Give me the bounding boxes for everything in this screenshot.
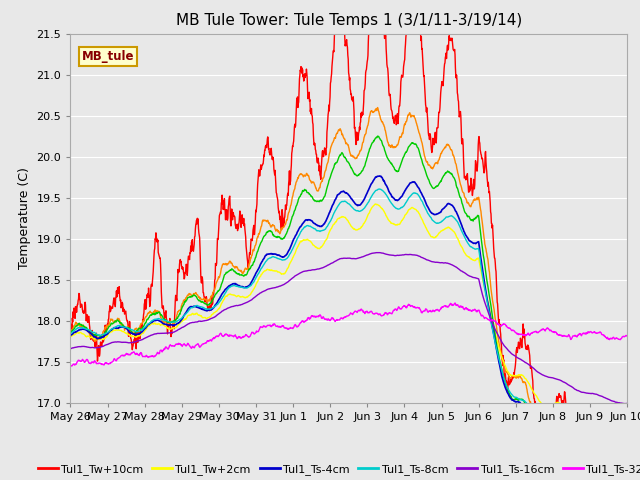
- Tul1_Ts-8cm: [375, 186, 383, 192]
- Tul1_Ts-32cm: [177, 342, 185, 348]
- Tul1_Ts-8cm: [253, 274, 260, 279]
- Tul1_Ts-2cm: [253, 252, 260, 257]
- Tul1_Ts-2cm: [623, 477, 631, 480]
- Tul1_Tw+2cm: [508, 372, 516, 378]
- Tul1_Tw+10cm: [67, 321, 74, 327]
- Tul1_Tw+10cm: [623, 468, 631, 474]
- Legend: Tul1_Tw+10cm, Tul1_Tw+4cm, Tul1_Tw+2cm, Tul1_Ts-2cm, Tul1_Ts-4cm, Tul1_Ts-8cm, T: Tul1_Tw+10cm, Tul1_Tw+4cm, Tul1_Tw+2cm, …: [33, 459, 640, 480]
- Tul1_Tw+10cm: [253, 205, 260, 211]
- Tul1_Tw+2cm: [253, 280, 260, 286]
- Tul1_Tw+10cm: [508, 373, 516, 379]
- Tul1_Ts-8cm: [557, 428, 565, 433]
- Tul1_Ts-32cm: [558, 333, 566, 339]
- Tul1_Ts-4cm: [177, 318, 184, 324]
- Tul1_Tw+2cm: [623, 426, 631, 432]
- Tul1_Ts-16cm: [557, 378, 565, 384]
- Tul1_Ts-16cm: [190, 319, 198, 325]
- Tul1_Tw+2cm: [190, 312, 198, 317]
- Tul1_Ts-2cm: [190, 292, 198, 298]
- Tul1_Ts-2cm: [67, 330, 74, 336]
- Tul1_Tw+10cm: [436, 109, 444, 115]
- Tul1_Tw+4cm: [436, 155, 444, 161]
- Tul1_Ts-4cm: [436, 210, 444, 216]
- Tul1_Ts-32cm: [191, 344, 198, 350]
- Tul1_Ts-32cm: [623, 333, 631, 339]
- Tul1_Ts-16cm: [436, 260, 444, 265]
- Tul1_Ts-32cm: [253, 329, 260, 335]
- Tul1_Ts-8cm: [508, 392, 516, 398]
- Tul1_Ts-4cm: [376, 173, 383, 179]
- Tul1_Tw+4cm: [508, 373, 516, 379]
- Tul1_Tw+2cm: [177, 319, 184, 325]
- Line: Tul1_Ts-4cm: Tul1_Ts-4cm: [70, 176, 627, 472]
- Tul1_Tw+4cm: [177, 308, 184, 314]
- Tul1_Ts-4cm: [190, 304, 198, 310]
- Tul1_Ts-16cm: [253, 293, 260, 299]
- Tul1_Ts-32cm: [436, 307, 444, 313]
- Line: Tul1_Tw+4cm: Tul1_Tw+4cm: [70, 108, 627, 479]
- Tul1_Ts-32cm: [67, 363, 75, 369]
- Tul1_Ts-32cm: [509, 327, 516, 333]
- Tul1_Tw+4cm: [67, 327, 74, 333]
- Tul1_Ts-2cm: [436, 180, 444, 186]
- Tul1_Ts-16cm: [623, 401, 631, 407]
- Tul1_Ts-16cm: [67, 346, 74, 352]
- Tul1_Ts-16cm: [374, 250, 382, 255]
- Tul1_Tw+4cm: [616, 476, 623, 480]
- Line: Tul1_Tw+2cm: Tul1_Tw+2cm: [70, 204, 627, 434]
- Tul1_Ts-2cm: [508, 396, 516, 402]
- Tul1_Ts-8cm: [618, 457, 625, 463]
- Tul1_Tw+2cm: [371, 201, 379, 207]
- Tul1_Ts-8cm: [623, 456, 631, 462]
- Tul1_Tw+10cm: [557, 398, 565, 404]
- Tul1_Ts-16cm: [177, 325, 184, 331]
- Tul1_Ts-2cm: [557, 441, 565, 447]
- Tul1_Tw+4cm: [253, 239, 260, 244]
- Tul1_Ts-2cm: [374, 133, 381, 139]
- Tul1_Ts-4cm: [253, 269, 260, 275]
- Line: Tul1_Ts-2cm: Tul1_Ts-2cm: [70, 136, 627, 480]
- Tul1_Ts-4cm: [67, 333, 74, 338]
- Tul1_Ts-4cm: [617, 469, 625, 475]
- Tul1_Tw+2cm: [557, 401, 565, 407]
- Line: Tul1_Ts-32cm: Tul1_Ts-32cm: [70, 303, 627, 366]
- Tul1_Tw+4cm: [557, 424, 565, 430]
- Y-axis label: Temperature (C): Temperature (C): [18, 168, 31, 269]
- Tul1_Tw+2cm: [436, 230, 444, 236]
- Tul1_Ts-32cm: [67, 363, 74, 369]
- Title: MB Tule Tower: Tule Temps 1 (3/1/11-3/19/14): MB Tule Tower: Tule Temps 1 (3/1/11-3/19…: [175, 13, 522, 28]
- Tul1_Tw+10cm: [190, 241, 198, 247]
- Tul1_Tw+10cm: [177, 259, 184, 265]
- Tul1_Ts-32cm: [451, 300, 459, 306]
- Tul1_Ts-8cm: [190, 304, 198, 310]
- Tul1_Tw+2cm: [615, 431, 623, 437]
- Line: Tul1_Tw+10cm: Tul1_Tw+10cm: [70, 0, 627, 480]
- Tul1_Ts-8cm: [67, 331, 74, 336]
- Tul1_Ts-4cm: [557, 433, 565, 439]
- Tul1_Ts-16cm: [508, 351, 516, 357]
- Tul1_Ts-2cm: [177, 309, 184, 314]
- Tul1_Ts-8cm: [177, 316, 184, 322]
- Tul1_Ts-8cm: [436, 220, 444, 226]
- Line: Tul1_Ts-16cm: Tul1_Ts-16cm: [70, 252, 627, 404]
- Tul1_Ts-4cm: [623, 466, 631, 472]
- Line: Tul1_Ts-8cm: Tul1_Ts-8cm: [70, 189, 627, 460]
- Text: MB_tule: MB_tule: [81, 50, 134, 63]
- Tul1_Tw+4cm: [190, 291, 198, 297]
- Tul1_Tw+2cm: [67, 334, 74, 340]
- Tul1_Tw+4cm: [623, 464, 631, 470]
- Tul1_Ts-4cm: [508, 397, 516, 403]
- Tul1_Tw+4cm: [374, 105, 381, 110]
- Tul1_Ts-16cm: [621, 401, 628, 407]
